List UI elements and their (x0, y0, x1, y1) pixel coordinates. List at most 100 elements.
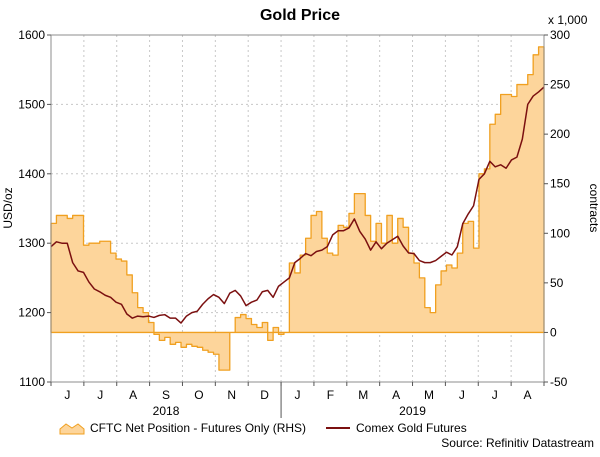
left-tick-label: 1200 (18, 306, 45, 320)
cftc-point (321, 238, 322, 239)
cftc-point (311, 215, 312, 216)
cftc-point (181, 347, 182, 348)
cftc-point (110, 253, 111, 254)
comex-point (289, 277, 290, 278)
comex-point (153, 317, 154, 318)
cftc-point (359, 193, 360, 194)
comex-point (413, 253, 414, 254)
comex-point (283, 282, 284, 283)
cftc-point (121, 261, 122, 262)
legend-label-area: CFTC Net Position - Futures Only (RHS) (90, 421, 306, 435)
chart-title: Gold Price (260, 7, 340, 24)
comex-point (94, 289, 95, 290)
left-tick-label: 1100 (19, 375, 45, 389)
month-label: J (97, 388, 103, 402)
month-label: A (524, 388, 532, 402)
comex-point (294, 262, 295, 263)
cftc-point (267, 340, 268, 341)
comex-point (359, 231, 360, 232)
cftc-point (78, 215, 79, 216)
comex-point (365, 239, 366, 240)
cftc-point (506, 94, 507, 95)
comex-point (381, 248, 382, 249)
cftc-point (419, 277, 420, 278)
comex-point (273, 297, 274, 298)
comex-point (343, 230, 344, 231)
comex-point (186, 316, 187, 317)
cftc-point (159, 340, 160, 341)
cftc-point (83, 245, 84, 246)
comex-point (424, 262, 425, 263)
comex-point (441, 256, 442, 257)
plot-frame (50, 34, 545, 383)
comex-point (78, 270, 79, 271)
cftc-point (365, 215, 366, 216)
comex-point (218, 297, 219, 298)
comex-point (500, 164, 501, 165)
left-tick-label: 1500 (18, 97, 45, 111)
cftc-point (403, 227, 404, 228)
month-label: D (260, 388, 269, 402)
cftc-point (148, 322, 149, 323)
comex-point (408, 252, 409, 253)
comex-point (376, 241, 377, 242)
cftc-point (489, 124, 490, 125)
cftc-point (468, 221, 469, 222)
cftc-point (289, 263, 290, 264)
cftc-point (527, 74, 528, 75)
right-tick-label: 0 (550, 325, 557, 339)
area-layer (50, 46, 545, 371)
comex-point (468, 214, 469, 215)
comex-point (175, 318, 176, 319)
comex-point (110, 297, 111, 298)
cftc-point (61, 215, 62, 216)
cftc-point (511, 96, 512, 97)
cftc-point (99, 241, 100, 242)
cftc-point (435, 284, 436, 285)
comex-point (300, 258, 301, 259)
cftc-point (516, 84, 517, 85)
comex-point (348, 227, 349, 228)
cftc-point (283, 332, 284, 333)
comex-point (164, 314, 165, 315)
right-tick-label: 50 (550, 276, 564, 290)
cftc-point (457, 253, 458, 254)
comex-point (451, 254, 452, 255)
line-layer (50, 86, 545, 324)
right-tick-label: 250 (550, 78, 570, 92)
comex-point (72, 262, 73, 263)
year-label: 2018 (153, 404, 180, 418)
left-tick-label: 1600 (18, 28, 45, 42)
comex-point (446, 252, 447, 253)
comex-point (370, 250, 371, 251)
comex-point (527, 104, 528, 105)
cftc-point (473, 248, 474, 249)
cftc-point (533, 54, 534, 55)
cftc-point (262, 322, 263, 323)
comex-point (170, 318, 171, 319)
cftc-point (240, 314, 241, 315)
cftc-point (424, 307, 425, 308)
comex-point (88, 282, 89, 283)
cftc-point (300, 255, 301, 256)
cftc-point (256, 327, 257, 328)
comex-point (262, 291, 263, 292)
comex-point (457, 246, 458, 247)
right-tick-label: -50 (550, 375, 568, 389)
cftc-point (126, 274, 127, 275)
comex-point (397, 236, 398, 237)
cftc-point (495, 114, 496, 115)
comex-point (213, 294, 214, 295)
comex-point (148, 316, 149, 317)
comex-point (229, 293, 230, 294)
cftc-point (246, 318, 247, 319)
comex-point (316, 251, 317, 252)
comex-point (202, 304, 203, 305)
cftc-point (132, 292, 133, 293)
axis-layer: 1100 1200 1300 1400 1500 1600 -50 0 50 100 150 200 2… (18, 28, 570, 418)
cftc-point (116, 259, 117, 260)
comex-point (67, 243, 68, 244)
cftc-point (441, 270, 442, 271)
month-label: M (424, 388, 434, 402)
cftc-point (484, 168, 485, 169)
